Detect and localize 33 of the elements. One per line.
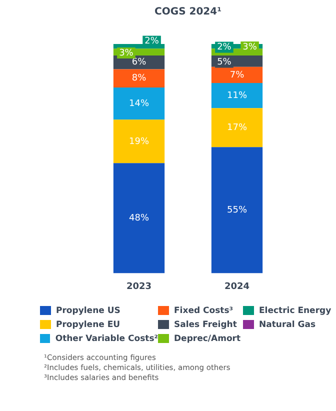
data-label: 48% <box>128 214 150 224</box>
data-label: 7% <box>230 70 245 80</box>
data-label: 3% <box>119 48 134 58</box>
data-label: 14% <box>128 98 150 109</box>
data-label: 19% <box>128 136 150 147</box>
legend-label: Deprec/Amort <box>174 334 241 344</box>
x-tick-label: 2023 <box>126 282 152 292</box>
bar <box>113 69 165 88</box>
legend-label: Other Variable Costs² <box>55 334 158 344</box>
data-label: 11% <box>226 90 248 101</box>
data-label: 55% <box>226 206 248 216</box>
legend-label: Propylene EU <box>56 320 120 330</box>
legend-label: Natural Gas <box>259 320 316 330</box>
legend-label: Propylene US <box>56 306 120 316</box>
bar <box>113 120 165 164</box>
legend-label: Fixed Costs³ <box>174 306 233 316</box>
bar <box>113 88 165 120</box>
data-label: 17% <box>226 123 248 133</box>
x-tick-label: 2024 <box>224 282 250 292</box>
chart-title: COGS 2024¹ <box>154 6 222 18</box>
bar <box>211 82 263 108</box>
legend-label: Sales Freight <box>174 320 237 330</box>
data-label: 8% <box>132 74 147 84</box>
legend-label: Electric Energy <box>259 306 332 316</box>
data-label: 2% <box>144 36 160 47</box>
data-label: 6% <box>132 58 147 68</box>
data-label: 3% <box>242 42 258 52</box>
bar <box>211 108 263 148</box>
bar <box>211 147 263 274</box>
bar <box>113 163 165 274</box>
bar <box>211 66 263 83</box>
data-label: 2% <box>217 42 232 53</box>
data-label: 5% <box>217 58 232 68</box>
